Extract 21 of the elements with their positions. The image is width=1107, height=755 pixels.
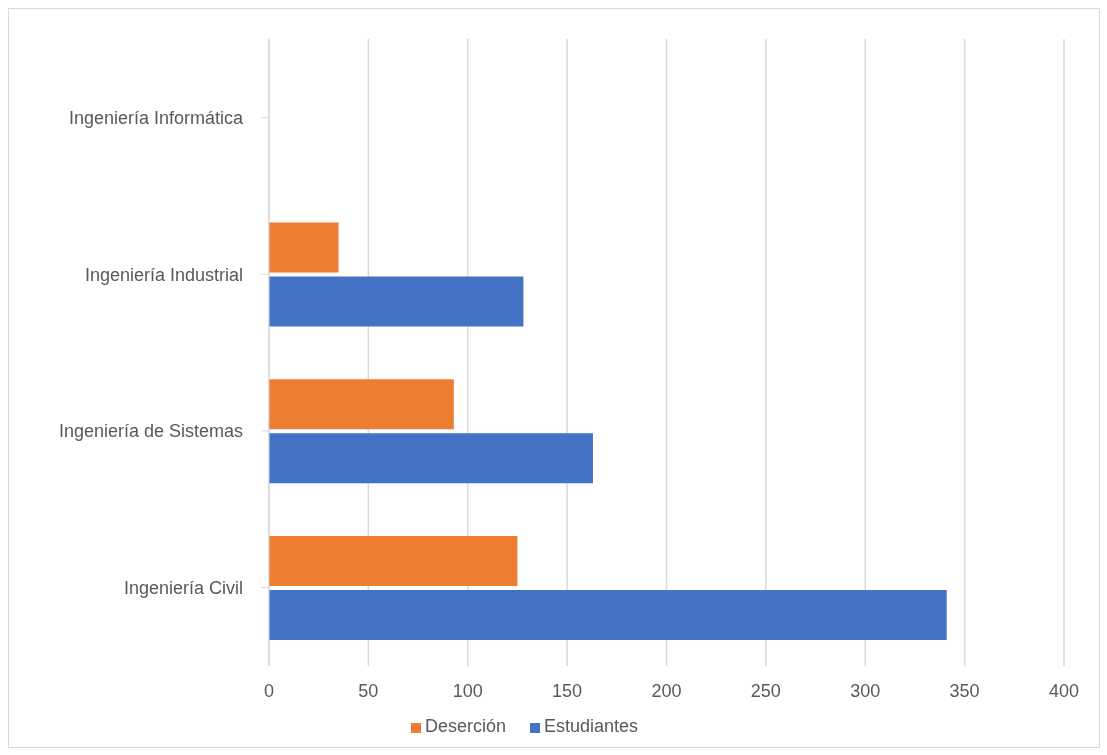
x-tick-label: 250 — [750, 680, 781, 701]
bar — [269, 222, 339, 273]
legend-label: Deserción — [424, 716, 506, 736]
x-tick-label: 150 — [552, 680, 583, 701]
x-tick-label: 100 — [452, 680, 483, 701]
y-tick-label: Ingeniería Civil — [123, 578, 243, 599]
x-tick-label: 300 — [850, 680, 881, 701]
y-tick-label: Ingeniería Informática — [68, 107, 244, 128]
legend-label: Estudiantes — [543, 716, 639, 736]
y-tick-label: Ingeniería de Sistemas — [58, 421, 243, 442]
x-tick-label: 350 — [949, 680, 980, 701]
bar — [269, 535, 518, 586]
bar — [269, 589, 947, 640]
bar — [269, 379, 454, 430]
x-tick-label: 400 — [1048, 680, 1080, 701]
bar — [269, 433, 593, 484]
x-tick-label: 200 — [651, 680, 682, 701]
y-tick-label: Ingeniería Industrial — [84, 264, 243, 285]
x-tick-label: 0 — [263, 680, 275, 701]
x-tick-label: 50 — [358, 680, 379, 701]
bar — [269, 276, 524, 327]
